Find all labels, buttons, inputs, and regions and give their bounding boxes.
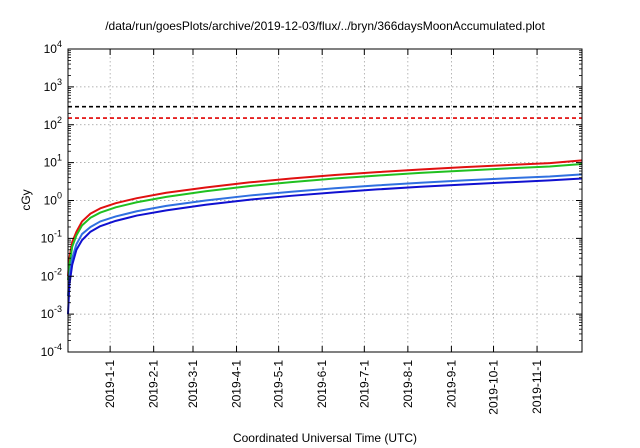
- y-tick-label: 104: [44, 39, 62, 56]
- x-tick-label: 2019-4-1: [230, 360, 244, 408]
- series-line: [67, 173, 583, 297]
- y-tick-label: 103: [44, 77, 62, 94]
- series-line: [67, 163, 583, 281]
- y-axis-title: cGy: [19, 189, 33, 210]
- x-tick-label: 2019-7-1: [357, 360, 371, 408]
- x-tick-label: 2019-6-1: [315, 360, 329, 408]
- series-group: [67, 159, 583, 315]
- y-tick-label: 101: [44, 153, 62, 170]
- y-tick-label: 10-1: [41, 228, 62, 245]
- x-tick-label: 2019-2-1: [147, 360, 161, 408]
- y-tick-label: 100: [44, 191, 62, 208]
- x-tick-label: 2019-3-1: [186, 360, 200, 408]
- x-tick-label: 2019-11-1: [530, 360, 544, 414]
- y-tick-label: 10-4: [41, 342, 62, 359]
- y-tick-label: 10-3: [41, 304, 62, 321]
- y-axis: 10-4 10-3 10-2 10-1 100 101 102 103 104: [41, 39, 582, 359]
- x-tick-label: 2019-9-1: [444, 360, 458, 408]
- x-tick-label: 2019-10-1: [487, 360, 501, 415]
- grid: [68, 49, 582, 352]
- series-line: [67, 177, 583, 315]
- reference-lines: [68, 105, 582, 119]
- y-tick-label: 10-2: [41, 266, 62, 283]
- x-tick-label: 2019-1-1: [103, 360, 117, 408]
- x-tick-label: 2019-8-1: [401, 360, 415, 408]
- chart-title: /data/run/goesPlots/archive/2019-12-03/f…: [105, 19, 545, 33]
- y-tick-label: 102: [44, 115, 62, 132]
- series-line: [67, 159, 583, 277]
- x-tick-label: 2019-5-1: [272, 360, 286, 408]
- x-axis-title: Coordinated Universal Time (UTC): [233, 431, 417, 445]
- x-axis: 2019-1-1 2019-2-1 2019-3-1 2019-4-1 2019-5-1…: [103, 49, 544, 415]
